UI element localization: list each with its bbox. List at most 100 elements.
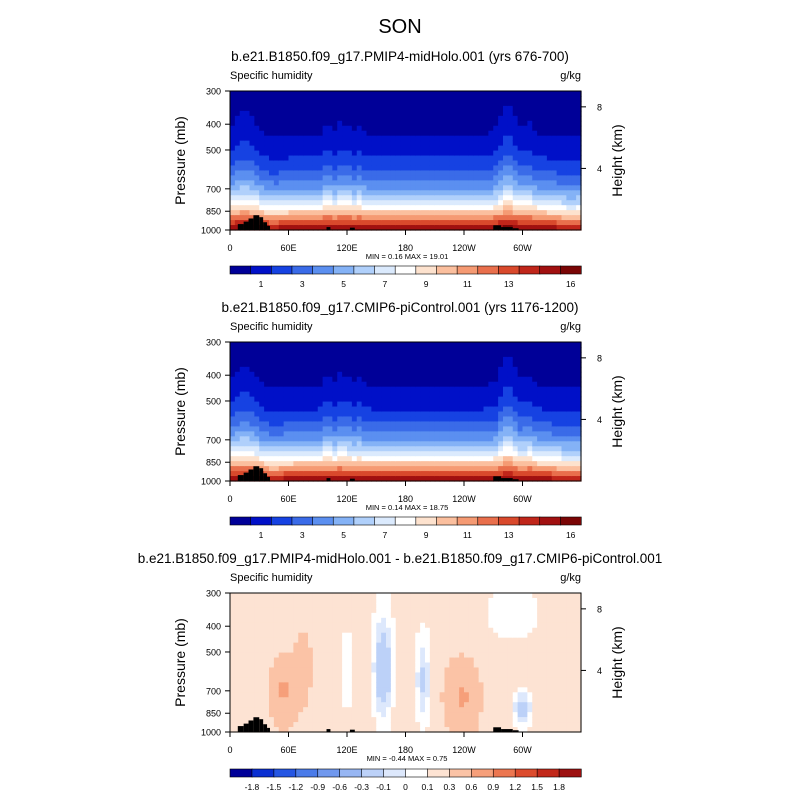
heatmap-cell xyxy=(269,466,274,472)
heatmap-cell xyxy=(376,412,381,418)
colorbar-label: 11 xyxy=(463,530,472,540)
heatmap-cell xyxy=(313,663,318,669)
heatmap-cell xyxy=(337,471,342,477)
heatmap-cell xyxy=(284,347,289,353)
heatmap-cell xyxy=(254,165,259,171)
heatmap-cell xyxy=(284,431,289,437)
heatmap-cell xyxy=(479,215,484,221)
heatmap-cell xyxy=(488,407,493,413)
heatmap-cell xyxy=(289,426,294,432)
heatmap-cell xyxy=(313,461,318,467)
heatmap-cell xyxy=(474,441,479,447)
heatmap-cell xyxy=(337,426,342,432)
heatmap-cell xyxy=(474,111,479,117)
heatmap-cell xyxy=(259,210,264,216)
heatmap-cell xyxy=(264,116,269,122)
heatmap-cell xyxy=(245,648,250,654)
topography-block xyxy=(238,475,244,481)
heatmap-cell xyxy=(367,161,372,167)
heatmap-cell xyxy=(298,471,303,477)
heatmap-cell xyxy=(513,165,518,171)
heatmap-cell xyxy=(323,352,328,358)
heatmap-cell xyxy=(259,175,264,181)
heatmap-cell xyxy=(425,456,430,462)
heatmap-cell xyxy=(308,712,313,718)
heatmap-cell xyxy=(415,126,420,132)
heatmap-cell xyxy=(415,165,420,171)
heatmap-cell xyxy=(542,151,547,157)
heatmap-cell xyxy=(518,426,523,432)
heatmap-cell xyxy=(425,441,430,447)
heatmap-cell xyxy=(435,436,440,442)
heatmap-cell xyxy=(328,382,333,388)
heatmap-cell xyxy=(537,436,542,442)
heatmap-cell xyxy=(347,416,352,422)
heatmap-cell xyxy=(264,357,269,363)
heatmap-cell xyxy=(391,205,396,211)
heatmap-cell xyxy=(284,362,289,368)
heatmap-cell xyxy=(250,677,255,683)
heatmap-cell xyxy=(269,347,274,353)
heatmap-cell xyxy=(298,653,303,659)
colorbar-swatch xyxy=(560,266,581,274)
heatmap-cell xyxy=(259,692,264,698)
heatmap-cell xyxy=(508,416,513,422)
heatmap-cell xyxy=(367,372,372,378)
heatmap-cell xyxy=(562,101,567,107)
heatmap-cell xyxy=(245,687,250,693)
heatmap-cell xyxy=(484,441,489,447)
heatmap-cell xyxy=(293,101,298,107)
heatmap-cell xyxy=(367,402,372,408)
heatmap-cell xyxy=(332,613,337,619)
heatmap-cell xyxy=(259,101,264,107)
heatmap-cell xyxy=(318,136,323,142)
heatmap-cell xyxy=(420,195,425,201)
heatmap-cell xyxy=(323,136,328,142)
heatmap-cell xyxy=(235,702,240,708)
heatmap-cell xyxy=(274,377,279,383)
heatmap-cell xyxy=(562,116,567,122)
heatmap-cell xyxy=(435,220,440,226)
heatmap-cell xyxy=(386,421,391,427)
heatmap-cell xyxy=(303,628,308,634)
heatmap-cell xyxy=(401,357,406,363)
heatmap-cell xyxy=(557,466,562,472)
heatmap-cell xyxy=(337,175,342,181)
heatmap-cell xyxy=(230,352,235,358)
heatmap-cell xyxy=(362,446,367,452)
heatmap-cell xyxy=(479,466,484,472)
heatmap-cell xyxy=(318,382,323,388)
heatmap-cell xyxy=(566,412,571,418)
heatmap-cell xyxy=(342,377,347,383)
heatmap-cell xyxy=(484,146,489,152)
heatmap-cell xyxy=(479,200,484,206)
heatmap-cell xyxy=(313,593,318,599)
heatmap-cell xyxy=(381,156,386,162)
heatmap-cell xyxy=(469,451,474,457)
heatmap-cell xyxy=(464,436,469,442)
heatmap-cell xyxy=(566,190,571,196)
heatmap-cell xyxy=(503,161,508,167)
heatmap-cell xyxy=(303,397,308,403)
heatmap-cell xyxy=(303,416,308,422)
heatmap-cell xyxy=(328,667,333,673)
heatmap-cell xyxy=(454,175,459,181)
heatmap-cell xyxy=(293,687,298,693)
heatmap-cell xyxy=(425,190,430,196)
heatmap-cell xyxy=(376,377,381,383)
heatmap-cell xyxy=(293,190,298,196)
heatmap-cell xyxy=(557,220,562,226)
heatmap-cell xyxy=(274,687,279,693)
heatmap-cell xyxy=(259,111,264,117)
heatmap-cell xyxy=(362,466,367,472)
heatmap-cell xyxy=(513,121,518,127)
heatmap-cell xyxy=(279,682,284,688)
heatmap-cell xyxy=(298,667,303,673)
heatmap-cell xyxy=(303,96,308,102)
heatmap-cell xyxy=(264,446,269,452)
heatmap-cell xyxy=(474,185,479,191)
heatmap-cell xyxy=(308,466,313,472)
heatmap-cell xyxy=(479,347,484,353)
heatmap-cell xyxy=(362,96,367,102)
